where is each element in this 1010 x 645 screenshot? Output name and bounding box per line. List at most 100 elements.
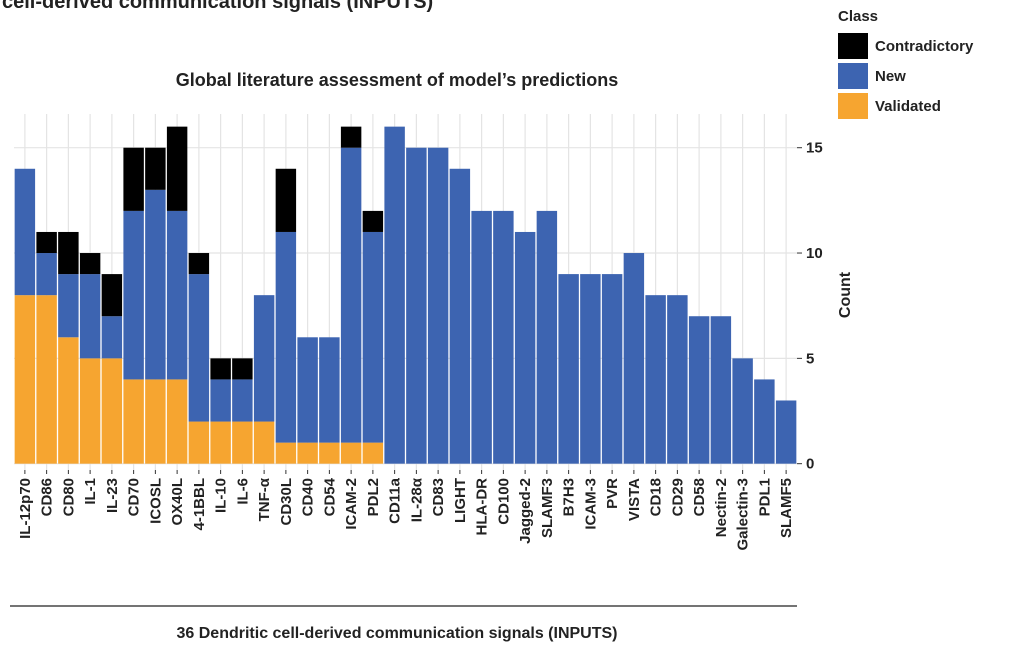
bar-segment (166, 210, 188, 380)
bar-segment (79, 274, 101, 359)
bar-segment (514, 231, 536, 464)
x-tick-label: Galectin-3 (735, 478, 752, 551)
bar-segment (362, 231, 384, 443)
bar-segment (253, 421, 275, 464)
x-tick-label: IL-10 (213, 478, 230, 513)
bar-segment (58, 274, 79, 338)
x-tick-label: 4-1BBL (191, 478, 208, 531)
bar-segment (210, 421, 231, 464)
bar-segment (319, 337, 340, 443)
bar-segment (123, 379, 144, 464)
legend-label: Validated (875, 98, 941, 115)
bar-segment (427, 147, 449, 464)
x-tick-label: Nectin-2 (713, 478, 730, 537)
legend-swatch (838, 33, 868, 59)
x-tick-label: CD29 (669, 478, 686, 516)
bar-segment (210, 379, 231, 422)
legend-title: Class (838, 8, 878, 25)
x-tick-label: CD54 (321, 477, 338, 516)
x-tick-label: HLA-DR (474, 478, 491, 536)
bar-segment (297, 337, 318, 443)
bar-segment (166, 379, 188, 464)
bar-segment (688, 316, 710, 464)
bar-segment (601, 274, 623, 464)
x-tick-label: IL-23 (104, 478, 121, 513)
bar-segment (384, 126, 405, 464)
y-tick-label: 15 (806, 140, 823, 157)
x-tick-label: CD83 (430, 478, 447, 516)
x-tick-label: CD58 (691, 478, 708, 516)
x-tick-label: CD100 (495, 478, 512, 525)
bar-segment (145, 147, 166, 190)
x-tick-label: B7H3 (561, 478, 578, 516)
bar-segment (732, 358, 753, 464)
bar-segment (406, 147, 427, 464)
x-tick-label: Jagged-2 (517, 478, 534, 544)
bar-segment (188, 421, 210, 464)
bar-segment (79, 358, 101, 464)
x-tick-label: CD86 (39, 478, 56, 516)
bar-segment (362, 210, 384, 232)
bar-segment (362, 442, 384, 464)
bar-segment (645, 295, 666, 464)
bar-segment (188, 274, 210, 422)
bar-segment (340, 442, 362, 464)
chart-title: Global literature assessment of model’s … (176, 70, 618, 90)
bar-segment (14, 295, 36, 464)
bar-segment (123, 147, 144, 211)
legend-swatch (838, 63, 868, 89)
clipped-heading: cell-derived communication signals (INPU… (2, 0, 433, 13)
bar-segment (232, 379, 253, 422)
x-tick-label: SLAMF5 (778, 478, 795, 538)
bar-segment (623, 253, 645, 464)
bar-segment (14, 168, 36, 296)
bar-segment (340, 126, 362, 148)
x-tick-label: PVR (604, 478, 621, 509)
bar-segment (58, 231, 79, 275)
x-tick-label: CD30L (278, 478, 295, 526)
x-tick-label: ICOSL (147, 478, 164, 524)
bar-segment (36, 253, 57, 296)
legend-label: New (875, 68, 906, 85)
x-tick-label: CD11a (387, 477, 404, 524)
x-tick-label: ICAM-2 (343, 478, 360, 530)
x-tick-label: SLAMF3 (539, 478, 556, 538)
x-tick-label: IL-1 (82, 478, 99, 505)
bar-segment (232, 421, 253, 464)
y-axis-title: Count (837, 271, 854, 318)
bar-segment (340, 147, 362, 443)
x-tick-label: IL-6 (234, 478, 251, 505)
x-axis-title: 36 Dendritic cell-derived communication … (177, 625, 618, 642)
bar-segment (536, 210, 558, 464)
y-tick-label: 10 (806, 245, 823, 262)
x-tick-label: OX40L (169, 478, 186, 526)
bar-segment (210, 358, 231, 380)
y-tick-label: 0 (806, 456, 814, 473)
y-tick-label: 5 (806, 350, 814, 367)
bar-segment (558, 274, 579, 464)
bar-segment (493, 210, 514, 464)
bar-segment (275, 168, 297, 232)
bar-segment (166, 126, 188, 211)
bar-segment (232, 358, 253, 380)
x-tick-label: CD80 (60, 478, 77, 516)
bar-segment (275, 442, 297, 464)
bar-segment (145, 189, 166, 380)
bar-segment (775, 400, 797, 464)
bar-segment (710, 316, 732, 464)
x-tick-label: LIGHT (452, 478, 469, 523)
x-tick-label: VISTA (626, 478, 643, 521)
legend-label: Contradictory (875, 38, 974, 55)
bar-segment (667, 295, 688, 464)
bar-segment (36, 295, 57, 464)
x-tick-label: PDL2 (365, 478, 382, 516)
bar-segment (101, 274, 123, 317)
bar-segment (101, 358, 123, 464)
bar-segment (253, 295, 275, 422)
bar-segment (79, 253, 101, 275)
bar-segment (319, 442, 340, 464)
x-tick-label: TNF-α (256, 477, 273, 521)
bar-segment (188, 253, 210, 275)
bar-segment (297, 442, 318, 464)
